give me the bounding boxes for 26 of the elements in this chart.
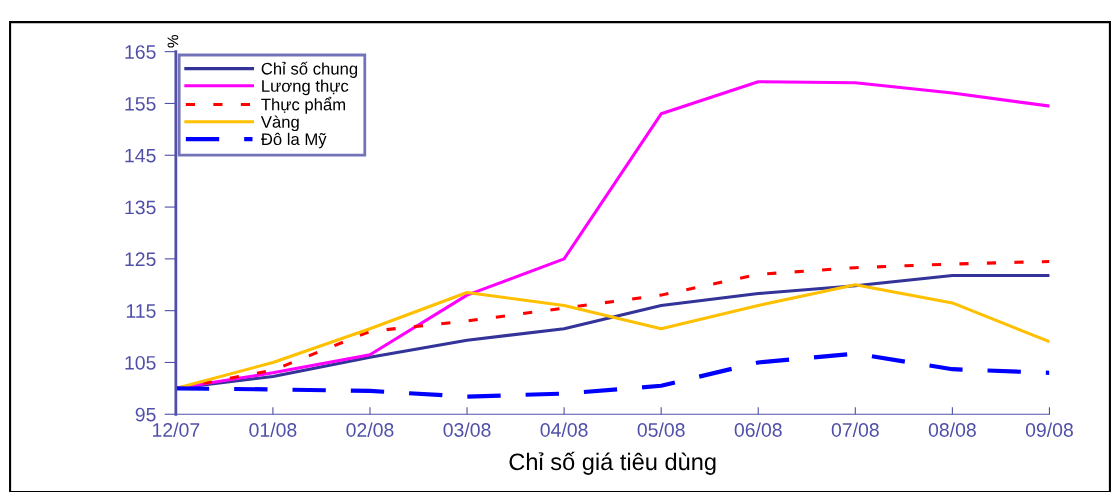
y-tick-label: 145 [125, 148, 156, 163]
y-tick-label: 95 [135, 407, 156, 422]
legend-label: Thực phẩm [261, 96, 345, 114]
y-tick-label: 105 [125, 355, 156, 370]
line-series [175, 351, 1050, 399]
x-tick-label: 03/08 [443, 422, 491, 437]
y-axis-title: % [167, 34, 179, 48]
x-tick-label: 09/08 [1025, 422, 1073, 437]
x-tick-label: 01/08 [249, 422, 297, 437]
legend-label: Vàng [260, 115, 299, 132]
x-axis-title: Chỉ số giá tiêu dùng [509, 451, 716, 475]
legend-label: Lương thực [262, 79, 349, 96]
x-tick-label: 05/08 [637, 422, 685, 437]
x-tick-label: 08/08 [928, 422, 976, 437]
legend-label: Đô la Mỹ [260, 132, 327, 149]
y-tick-label: 135 [125, 200, 156, 215]
x-tick-label: 07/08 [831, 422, 879, 437]
y-tick-label: 165 [125, 45, 156, 59]
x-tick-label: 04/08 [540, 422, 588, 437]
legend-label: Chỉ số chung [261, 61, 358, 78]
y-tick-label: 155 [125, 97, 156, 111]
x-tick-label: 12/07 [153, 422, 200, 437]
x-tick-label: 02/08 [346, 422, 394, 437]
y-tick-label: 125 [125, 252, 156, 267]
x-tick-label: 06/08 [734, 422, 782, 437]
y-tick-label: 115 [126, 304, 156, 318]
